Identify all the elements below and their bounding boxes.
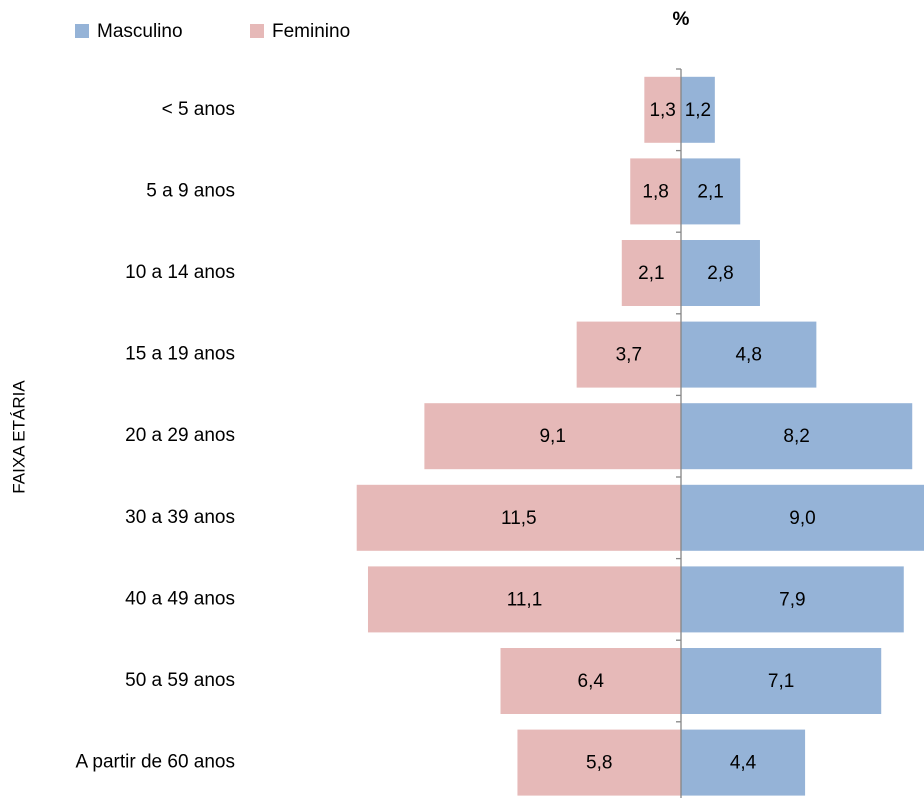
bar: [424, 403, 681, 470]
bar: [644, 76, 681, 143]
bar: [681, 648, 882, 714]
data-label: 1,2: [685, 100, 711, 121]
data-label: 5,8: [586, 753, 612, 774]
data-label: 3,7: [616, 345, 642, 366]
y-tick-label: 20 a 29 anos: [125, 425, 235, 446]
y-axis-label: FAIXA ETÁRIA: [9, 380, 28, 494]
bar: [681, 76, 715, 143]
data-label: 2,8: [707, 263, 733, 284]
y-tick-label: 50 a 59 anos: [125, 670, 235, 691]
data-label: 8,2: [783, 426, 809, 447]
bar: [681, 566, 904, 633]
bar: [576, 321, 681, 388]
data-label: 9,0: [789, 508, 815, 529]
bar: [356, 484, 681, 551]
y-tick-label: 30 a 39 anos: [125, 507, 235, 528]
bar: [681, 321, 817, 388]
data-label: 1,8: [642, 181, 668, 202]
data-label: 4,8: [735, 345, 761, 366]
legend-swatch: [75, 24, 89, 38]
data-label: 7,9: [779, 589, 805, 610]
y-tick-label: 40 a 49 anos: [125, 588, 235, 609]
data-label: 2,1: [638, 263, 664, 284]
legend-label: Feminino: [272, 21, 350, 42]
bar: [681, 403, 913, 470]
data-label: 4,4: [730, 753, 757, 774]
chart-title: %: [673, 9, 690, 30]
y-tick-label: < 5 anos: [162, 99, 235, 120]
bars: [356, 76, 924, 796]
y-tick-label: A partir de 60 anos: [76, 752, 236, 773]
bar: [500, 648, 681, 714]
y-tick-label: 10 a 14 anos: [125, 262, 235, 283]
data-label: 1,3: [649, 100, 675, 121]
bar: [681, 484, 924, 551]
y-tick-label: 5 a 9 anos: [146, 180, 235, 201]
data-label: 2,1: [697, 181, 723, 202]
bar: [621, 240, 681, 306]
bar: [630, 158, 681, 225]
bar: [517, 729, 681, 796]
data-label: 9,1: [539, 426, 565, 447]
legend-swatch: [250, 24, 264, 38]
legend-label: Masculino: [97, 21, 183, 42]
bar: [367, 566, 681, 633]
data-label: 7,1: [768, 671, 794, 692]
data-label: 6,4: [578, 671, 605, 692]
bar: [681, 729, 806, 796]
data-label: 11,1: [507, 589, 543, 610]
data-label: 11,5: [501, 508, 537, 529]
bar: [681, 158, 741, 225]
bar: [681, 240, 760, 306]
y-tick-label: 15 a 19 anos: [125, 344, 235, 365]
